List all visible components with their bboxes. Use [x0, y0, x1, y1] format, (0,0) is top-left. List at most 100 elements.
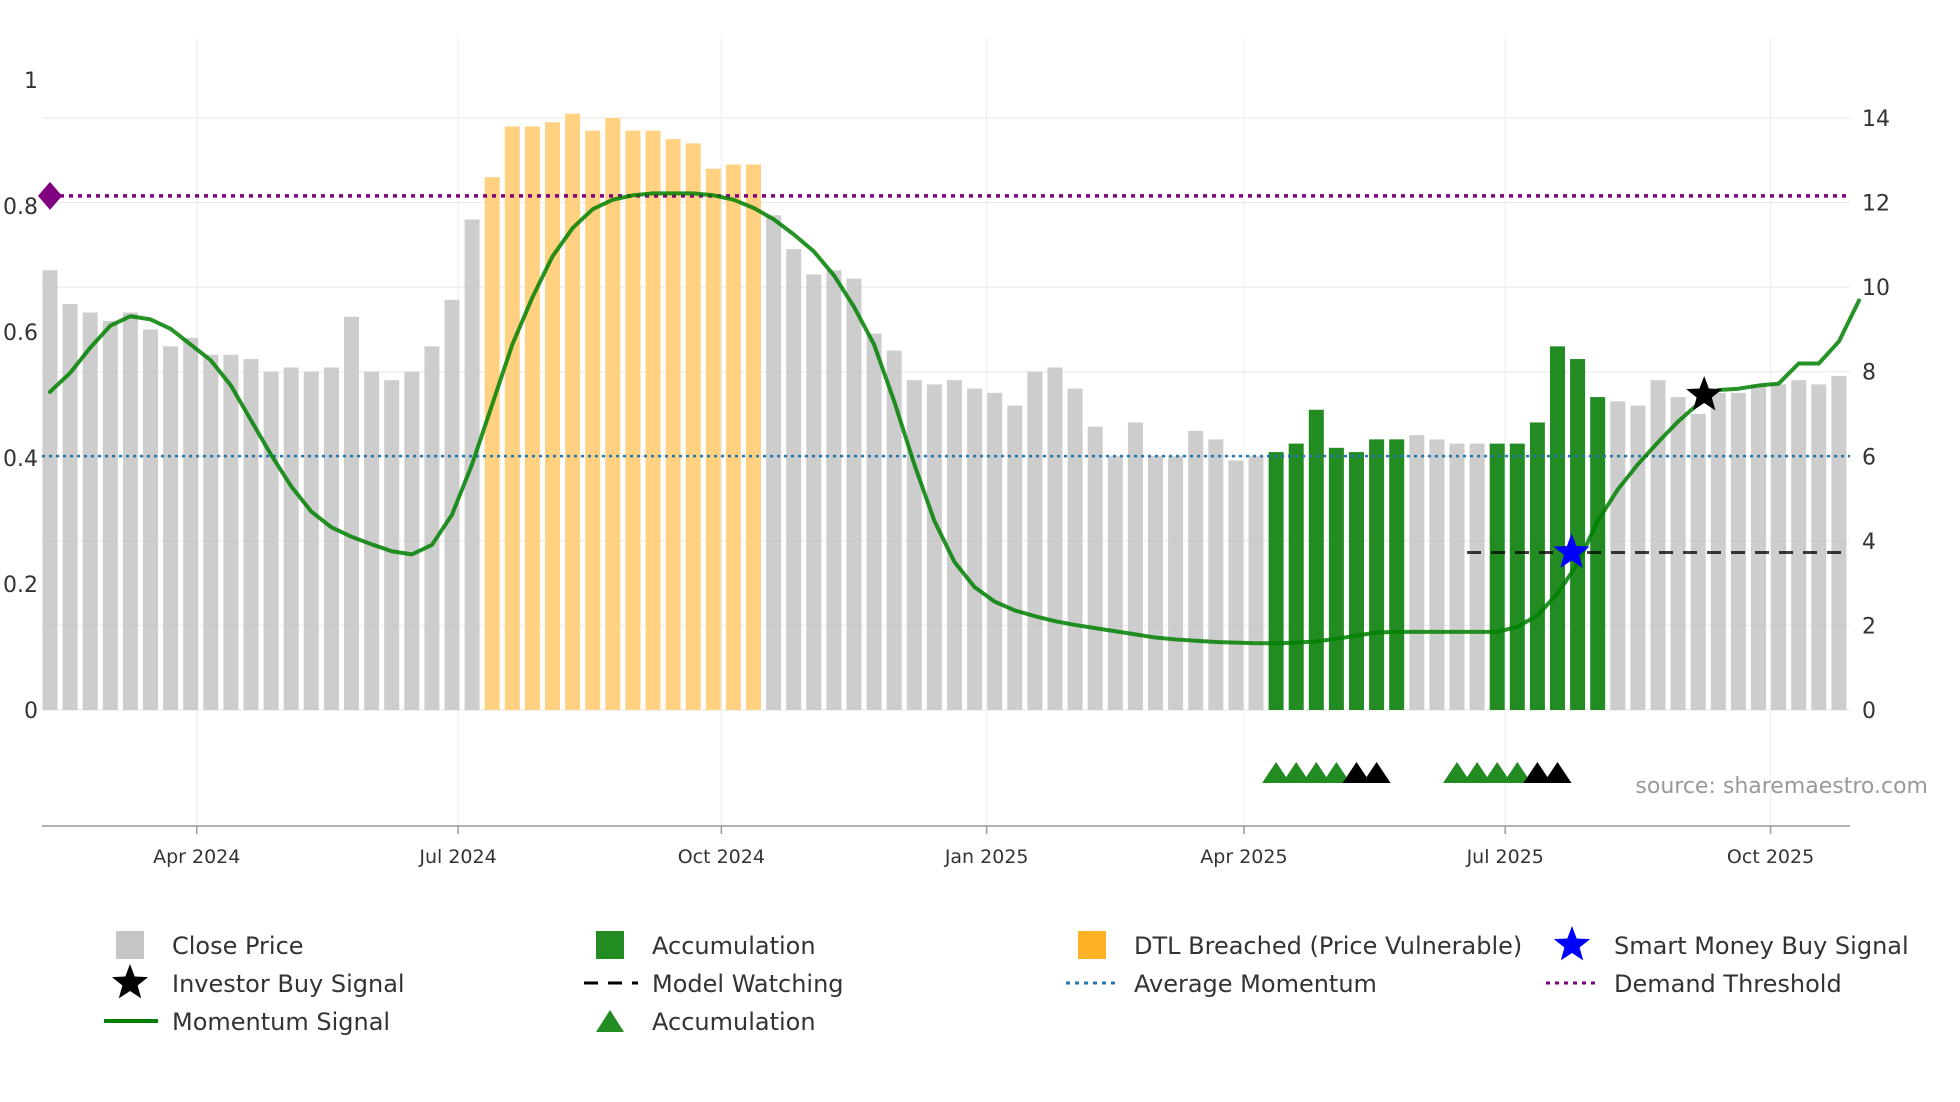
- legend-item-momentum: Momentum Signal: [104, 1008, 390, 1036]
- close-price-bar: [926, 384, 942, 710]
- left-axis-tick: 0.8: [3, 195, 38, 220]
- close-price-bar: [1449, 443, 1465, 710]
- accumulation-triangle: [1443, 762, 1471, 783]
- accumulation-bar: [1328, 447, 1344, 710]
- close-price-bar: [384, 380, 400, 710]
- close-price-bar: [122, 312, 138, 710]
- legend-item-smart-money: Smart Money Buy Signal: [1553, 926, 1909, 961]
- right-axis-tick: 12: [1862, 192, 1890, 217]
- momentum-signal-line: [48, 191, 1861, 646]
- legend-label: Close Price: [172, 932, 304, 960]
- legend-label: Accumulation: [652, 932, 816, 960]
- accumulation-triangle-dark: [1523, 762, 1552, 783]
- close-price-bar: [42, 270, 58, 710]
- x-axis-tick: Jul 2025: [1466, 846, 1544, 868]
- close-price-bar: [1188, 430, 1204, 710]
- legend-star-icon: [1553, 926, 1591, 961]
- legend-item-average-momentum: Average Momentum: [1066, 970, 1377, 998]
- accumulation-bar: [1389, 439, 1405, 710]
- accumulation-bar: [1369, 439, 1385, 710]
- close-price-bar: [1248, 456, 1264, 710]
- left-axis-tick: 0.6: [3, 321, 38, 346]
- close-price-bar: [967, 388, 983, 710]
- close-price-bar: [1811, 384, 1827, 710]
- accumulation-triangle: [1262, 762, 1291, 783]
- close-price-bar: [1047, 367, 1063, 710]
- right-axis-tick: 4: [1862, 530, 1876, 555]
- accumulation-bar: [1570, 359, 1586, 710]
- accumulation-triangle: [1503, 762, 1532, 783]
- close-price-bar: [82, 312, 98, 710]
- legend-label: Accumulation: [652, 1008, 816, 1036]
- left-axis-tick: 0: [24, 699, 38, 724]
- accumulation-bar: [1308, 409, 1324, 710]
- dtl-breached-bar: [645, 130, 661, 710]
- legend-triangle-icon: [596, 1010, 624, 1032]
- legend-item-demand-threshold: Demand Threshold: [1546, 970, 1842, 998]
- close-price-bar: [1429, 439, 1445, 710]
- line-series: [38, 181, 1861, 646]
- close-price-bar: [203, 354, 219, 710]
- close-price-bar: [906, 380, 922, 710]
- accumulation-bar: [1509, 443, 1525, 710]
- x-axis-tick: Jul 2024: [418, 846, 496, 868]
- dtl-breached-bar: [524, 126, 540, 710]
- close-price-bar: [223, 354, 239, 710]
- dtl-breached-bar: [605, 118, 621, 710]
- dtl-breached-bar: [504, 126, 520, 710]
- close-price-bar: [364, 371, 380, 710]
- close-price-bar: [1228, 460, 1244, 710]
- close-price-bar: [263, 371, 279, 710]
- close-price-bar: [766, 215, 782, 710]
- close-price-bar: [806, 274, 822, 710]
- bar-series: [42, 113, 1847, 711]
- close-price-bar: [846, 278, 862, 710]
- x-axis-tick: Apr 2025: [1200, 846, 1287, 868]
- legend-item-accumulation-marker: Accumulation: [596, 1008, 816, 1036]
- close-price-bar: [1208, 439, 1224, 710]
- close-price-bar: [1067, 388, 1083, 710]
- legend-swatch: [596, 931, 624, 959]
- right-axis-tick: 0: [1862, 699, 1876, 724]
- dtl-breached-bar: [585, 130, 601, 710]
- close-price-bar: [1409, 435, 1425, 710]
- close-price-bar: [786, 249, 802, 711]
- close-price-bar: [826, 270, 842, 710]
- close-price-bar: [283, 367, 299, 710]
- legend-label: Model Watching: [652, 970, 844, 998]
- dtl-breached-bar: [705, 168, 721, 710]
- legend-label: Momentum Signal: [172, 1008, 390, 1036]
- right-axis-tick: 2: [1862, 614, 1876, 639]
- accumulation-bar: [1489, 443, 1505, 710]
- close-price-bar: [1831, 375, 1847, 710]
- close-price-bar: [1148, 456, 1163, 710]
- close-price-bar: [1107, 456, 1123, 710]
- close-price-bar: [243, 359, 259, 710]
- legend-label: Average Momentum: [1134, 970, 1377, 998]
- x-axis-tick: Oct 2024: [678, 846, 765, 868]
- x-axis-tick: Jan 2025: [944, 846, 1029, 868]
- close-price-bar: [163, 346, 179, 710]
- x-axis-tick: Oct 2025: [1727, 846, 1814, 868]
- close-price-bar: [1087, 426, 1103, 710]
- dtl-breached-bar: [484, 177, 500, 710]
- accumulation-triangle-dark: [1543, 762, 1572, 783]
- legend-star-icon: [111, 964, 149, 999]
- left-axis-tick: 0.2: [3, 573, 38, 598]
- accumulation-triangle-dark: [1342, 762, 1371, 783]
- accumulation-triangle: [1483, 762, 1512, 783]
- close-price-bar: [1650, 380, 1666, 710]
- close-price-bar: [62, 304, 78, 710]
- smart-money-buy-star: [1553, 533, 1590, 568]
- accumulation-bar: [1550, 346, 1565, 710]
- close-price-bar: [143, 329, 158, 710]
- close-price-bar: [444, 299, 460, 710]
- legend-label: Demand Threshold: [1614, 970, 1842, 998]
- close-price-bar: [404, 371, 420, 710]
- close-price-bar: [1630, 405, 1646, 710]
- accumulation-bar: [1288, 443, 1304, 710]
- grid-lines: [42, 38, 1850, 826]
- signal-markers: [1262, 376, 1723, 783]
- close-price-bar: [1751, 384, 1766, 710]
